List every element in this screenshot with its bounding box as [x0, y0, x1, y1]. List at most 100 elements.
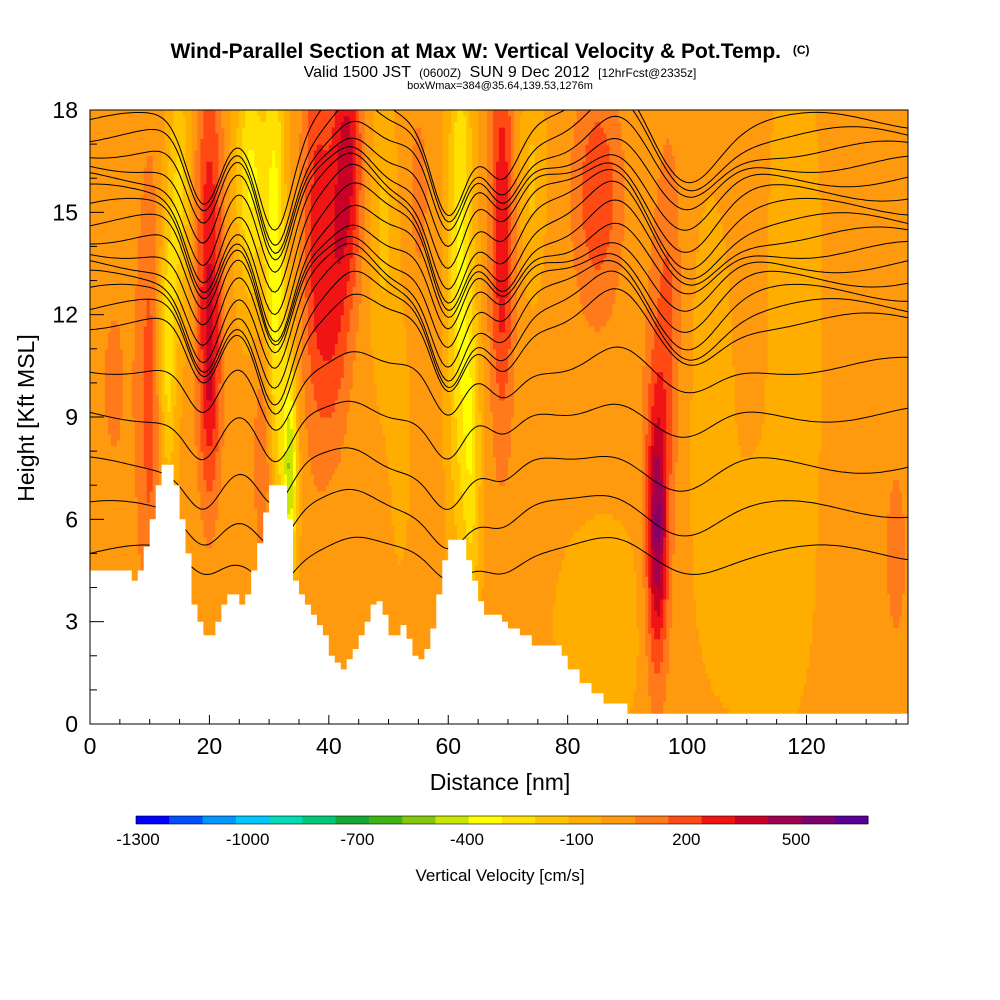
velocity-cell [719, 695, 802, 702]
velocity-cell [301, 468, 312, 475]
velocity-cell [412, 149, 425, 157]
velocity-cell [203, 382, 208, 390]
velocity-cell [334, 183, 354, 191]
velocity-cell [281, 172, 285, 179]
velocity-cell [499, 144, 506, 151]
velocity-cell [725, 263, 769, 270]
velocity-cell [666, 490, 670, 498]
velocity-cell [179, 468, 199, 475]
velocity-cell [301, 525, 396, 532]
velocity-cell [212, 308, 219, 316]
velocity-cell [463, 240, 470, 248]
velocity-cell [454, 331, 458, 339]
velocity-cell [161, 303, 166, 310]
velocity-cell [463, 507, 476, 515]
velocity-cell [570, 183, 584, 191]
velocity-cell [215, 371, 222, 378]
velocity-cell [442, 417, 452, 424]
velocity-cell [358, 195, 366, 202]
velocity-cell [295, 354, 303, 361]
velocity-cell [116, 439, 136, 447]
velocity-cell [507, 286, 512, 293]
velocity-cell [582, 303, 614, 310]
velocity-cell [104, 377, 124, 384]
velocity-cell [457, 326, 467, 333]
velocity-cell [818, 144, 908, 151]
velocity-cell [200, 513, 219, 520]
velocity-cell [298, 223, 306, 230]
velocity-cell [140, 223, 157, 230]
velocity-cell [161, 428, 166, 435]
velocity-cell [672, 360, 679, 367]
velocity-cell [197, 229, 205, 236]
velocity-cell [295, 462, 300, 469]
velocity-cell [773, 110, 817, 117]
velocity-cell [678, 399, 691, 407]
velocity-cell [716, 200, 769, 208]
velocity-cell [463, 110, 470, 117]
velocity-cell [890, 496, 903, 503]
velocity-cell [821, 280, 908, 287]
velocity-cell [290, 337, 297, 344]
velocity-cell [585, 240, 611, 248]
velocity-cell [764, 377, 823, 384]
velocity-cell [645, 331, 655, 339]
velocity-cell [651, 485, 655, 492]
velocity-cell [669, 496, 676, 503]
velocity-cell [642, 394, 649, 401]
velocity-cell [442, 127, 452, 134]
velocity-cell [570, 212, 584, 219]
velocity-cell [472, 314, 479, 321]
velocity-cell [325, 485, 393, 492]
velocity-cell [576, 274, 620, 282]
velocity-cell [230, 138, 237, 145]
velocity-cell [278, 439, 285, 447]
velocity-cell [821, 200, 908, 208]
velocity-cell [815, 587, 888, 594]
velocity-cell [152, 337, 157, 344]
velocity-cell [298, 235, 306, 242]
velocity-cell [200, 399, 205, 407]
velocity-cell [272, 422, 276, 429]
velocity-cell [218, 297, 222, 304]
velocity-cell [654, 326, 673, 333]
velocity-cell [284, 343, 294, 350]
velocity-cell [340, 445, 387, 452]
velocity-cell [298, 286, 306, 293]
velocity-cell [352, 178, 357, 185]
velocity-cell [451, 240, 458, 248]
velocity-cell [654, 667, 661, 674]
velocity-cell [230, 212, 237, 219]
velocity-cell [469, 246, 476, 253]
velocity-cell [182, 377, 196, 384]
velocity-cell [334, 240, 348, 248]
velocity-cell [185, 132, 193, 140]
velocity-cell [648, 570, 652, 577]
velocity-cell [269, 263, 282, 270]
velocity-cell [660, 610, 664, 617]
velocity-cell [693, 382, 736, 390]
velocity-cell [478, 155, 488, 162]
velocity-cell [543, 263, 575, 270]
velocity-cell [212, 161, 219, 168]
velocity-cell [149, 303, 157, 310]
velocity-cell [370, 257, 381, 265]
velocity-cell [203, 115, 216, 122]
velocity-cell [370, 269, 381, 276]
velocity-cell [278, 229, 285, 236]
velocity-cell [546, 200, 572, 208]
velocity-cell [663, 377, 673, 384]
velocity-cell [90, 223, 142, 230]
velocity-cell [215, 218, 222, 225]
velocity-cell [155, 598, 270, 606]
velocity-cell [648, 513, 652, 520]
velocity-cell [696, 252, 727, 259]
velocity-cell [648, 286, 661, 293]
velocity-cell [137, 280, 157, 287]
velocity-cell [364, 115, 375, 122]
velocity-cell [173, 337, 181, 344]
velocity-cell [352, 166, 357, 174]
velocity-cell [821, 428, 908, 435]
velocity-cell [713, 689, 805, 697]
velocity-cell [122, 360, 133, 367]
